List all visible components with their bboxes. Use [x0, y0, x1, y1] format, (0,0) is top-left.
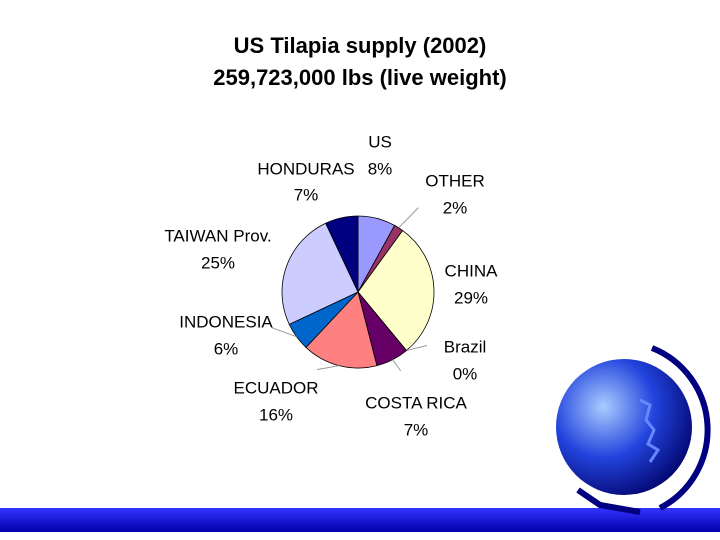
slice-value-label: 6%	[214, 339, 239, 358]
slice-value-label: 25%	[201, 253, 235, 272]
leader-line	[406, 344, 428, 352]
pie-slice	[357, 229, 435, 352]
slice-value-label: 29%	[454, 288, 488, 307]
slice-label: Brazil	[444, 337, 487, 356]
pie-slice	[325, 215, 359, 293]
slice-value-label: 16%	[259, 405, 293, 424]
slice-label: US	[368, 132, 392, 151]
pie-slice	[281, 222, 359, 325]
slice-label: CHINA	[445, 261, 499, 280]
slice-value-label: 0%	[453, 364, 478, 383]
chart-title: US Tilapia supply (2002)	[234, 33, 487, 58]
pie-slice	[305, 291, 378, 369]
slice-value-label: 7%	[404, 420, 429, 439]
slice-label: INDONESIA	[179, 312, 273, 331]
leader-line	[271, 327, 297, 338]
slice-label: COSTA RICA	[365, 393, 467, 412]
leader-line	[392, 359, 402, 372]
slice-label: HONDURAS	[257, 159, 354, 178]
footer-bar	[0, 508, 720, 532]
leader-line	[316, 365, 340, 371]
slice-label: OTHER	[425, 171, 485, 190]
leader-line	[398, 207, 419, 229]
slice-value-label: 8%	[368, 159, 393, 178]
chart-subtitle: 259,723,000 lbs (live weight)	[213, 65, 506, 90]
slice-value-label: 7%	[294, 185, 319, 204]
slice-label: TAIWAN Prov.	[164, 226, 271, 245]
slice-label: ECUADOR	[233, 378, 318, 397]
slice-value-label: 2%	[443, 198, 468, 217]
globe-decoration	[556, 345, 711, 515]
